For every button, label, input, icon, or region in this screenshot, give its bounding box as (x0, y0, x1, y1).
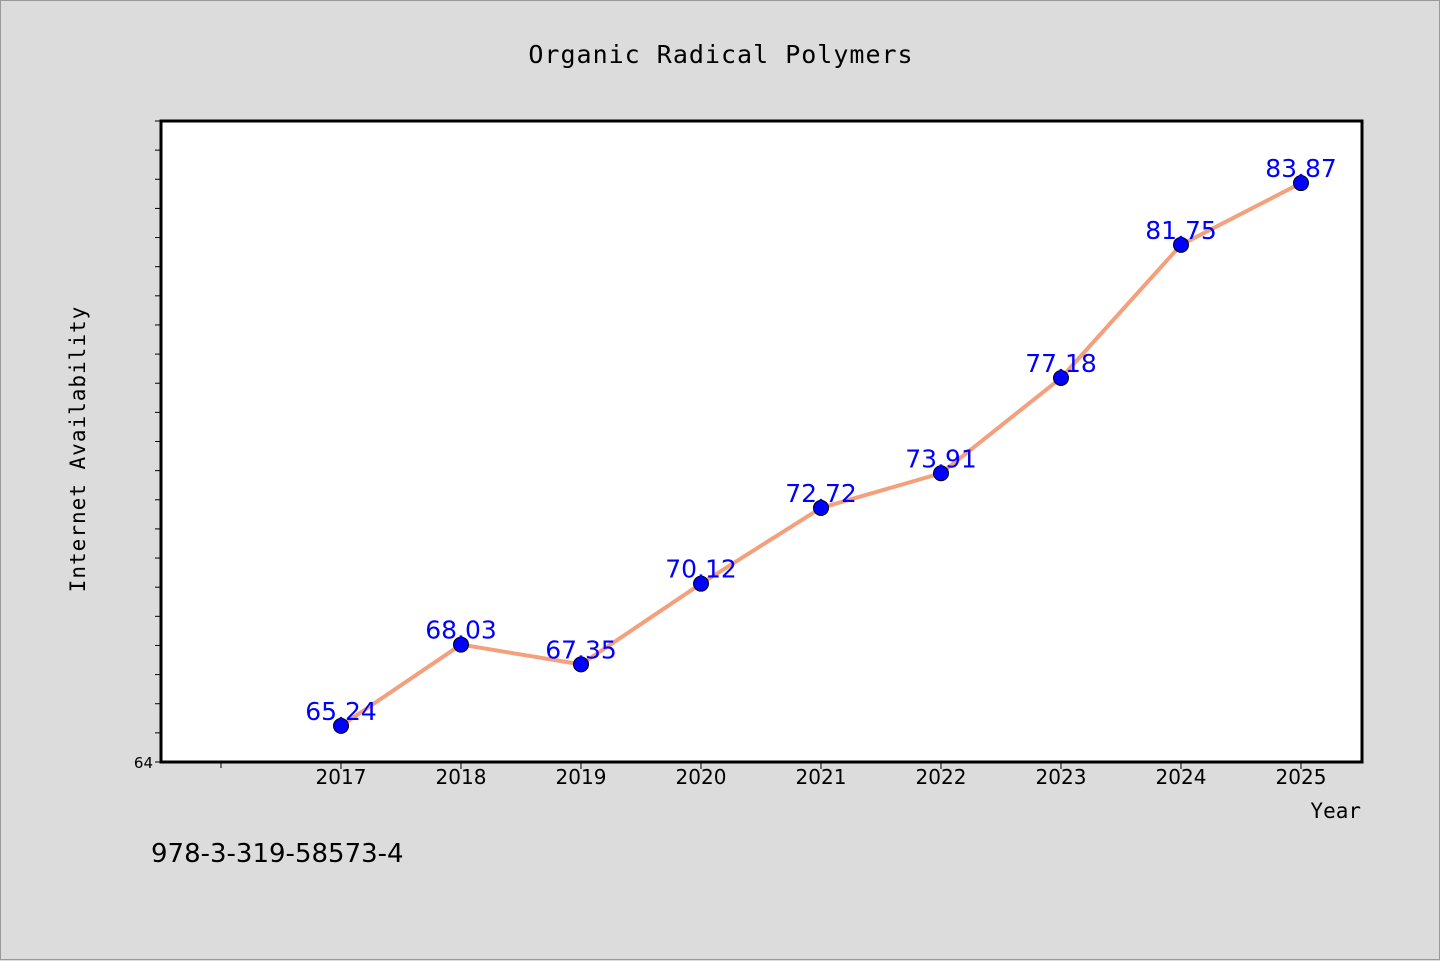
y-axis-label: Internet Availability (66, 306, 90, 593)
data-label: 65.24 (305, 697, 377, 726)
data-label: 67.35 (545, 635, 617, 664)
data-label: 77.18 (1025, 349, 1097, 378)
plot-area (161, 121, 1362, 762)
x-tick-label: 2017 (316, 765, 367, 789)
data-point (333, 717, 349, 734)
x-axis-ticks: 2017 2018 2019 2020 2021 2022 2023 2024 2025 (220, 762, 1327, 789)
data-label: 73.91 (905, 444, 977, 473)
x-tick-label: 2018 (436, 765, 487, 789)
data-label: 70.12 (665, 555, 737, 584)
chart-title: Organic Radical Polymers (528, 40, 913, 69)
x-tick-label: 2021 (796, 765, 847, 789)
data-label: 72.72 (785, 479, 857, 508)
y-axis-ticks: 64 (134, 120, 161, 772)
data-labels: 65.24 68.03 67.35 70.12 72.72 73.91 77.18 81.75… (305, 154, 1337, 726)
x-tick-label: 2022 (916, 765, 967, 789)
x-tick-label: 2025 (1276, 765, 1327, 789)
y-tick-label: 64 (134, 754, 153, 772)
footnote-isbn: 978-3-319-58573-4 (151, 839, 404, 869)
x-tick-label: 2019 (556, 765, 607, 789)
data-label: 81.75 (1145, 216, 1217, 245)
x-tick-label: 2023 (1036, 765, 1087, 789)
data-point (813, 499, 829, 516)
x-axis-label: Year (1310, 799, 1361, 823)
plot-border (159, 119, 1364, 764)
data-point (573, 656, 589, 673)
data-point (933, 465, 949, 482)
data-points (333, 175, 1309, 734)
data-point (1053, 369, 1069, 386)
data-point (1293, 175, 1309, 192)
data-label: 83.87 (1265, 154, 1337, 183)
data-point (693, 575, 709, 592)
data-point (1173, 236, 1189, 253)
data-point (453, 636, 469, 653)
x-tick-label: 2020 (676, 765, 727, 789)
x-tick-label: 2024 (1156, 765, 1207, 789)
data-label: 68.03 (425, 616, 497, 645)
